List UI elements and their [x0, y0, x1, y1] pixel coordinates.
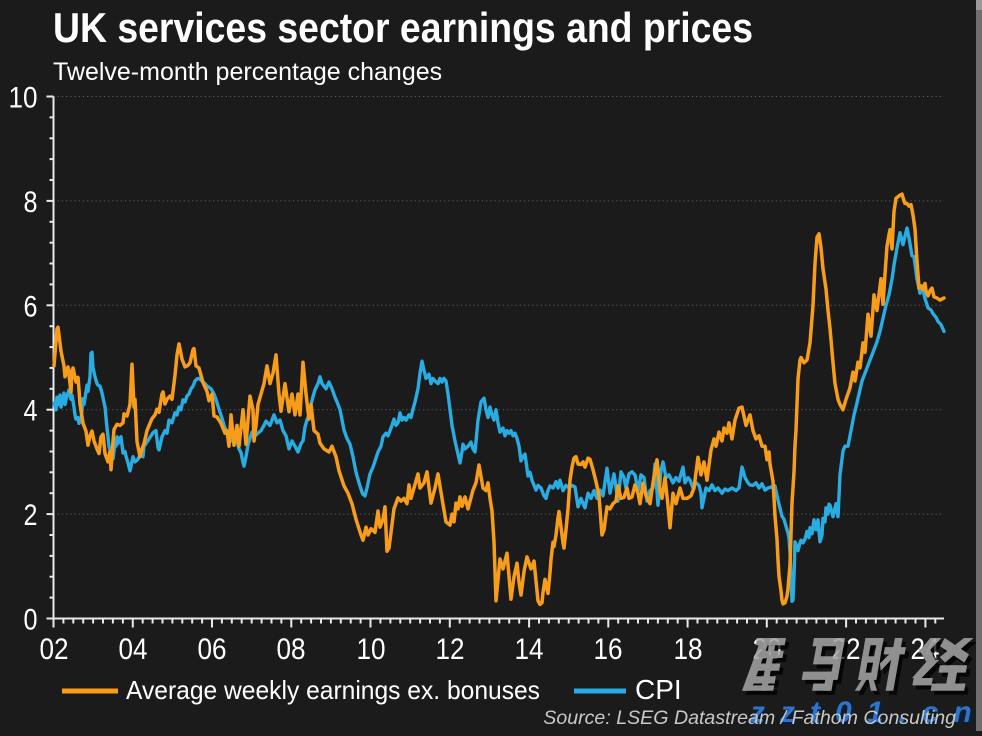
svg-text:Source: LSEG Datastream / Fath: Source: LSEG Datastream / Fathom Consult… — [543, 707, 956, 729]
svg-text:18: 18 — [674, 633, 703, 666]
svg-text:2: 2 — [24, 499, 38, 532]
svg-text:CPI: CPI — [635, 674, 682, 705]
svg-text:zzt01.cn: zzt01.cn — [749, 696, 982, 729]
svg-text:08: 08 — [277, 633, 306, 666]
svg-text:Average weekly earnings ex. bo: Average weekly earnings ex. bonuses — [126, 675, 540, 705]
svg-text:8: 8 — [24, 186, 38, 219]
svg-text:0: 0 — [24, 604, 38, 637]
svg-text:10: 10 — [9, 82, 38, 115]
svg-text:UK services sector earnings an: UK services sector earnings and prices — [53, 4, 753, 51]
svg-text:12: 12 — [436, 633, 465, 666]
svg-text:zzt01.cn: zzt01.cn — [752, 699, 982, 731]
svg-text:02: 02 — [40, 633, 69, 666]
svg-text:10: 10 — [357, 633, 386, 666]
svg-text:4: 4 — [24, 395, 38, 428]
svg-text:6: 6 — [24, 290, 38, 323]
svg-text:06: 06 — [198, 633, 227, 666]
svg-text:Twelve-month percentage change: Twelve-month percentage changes — [53, 58, 442, 86]
svg-text:04: 04 — [119, 633, 148, 666]
svg-text:16: 16 — [594, 633, 623, 666]
svg-text:14: 14 — [515, 633, 544, 666]
